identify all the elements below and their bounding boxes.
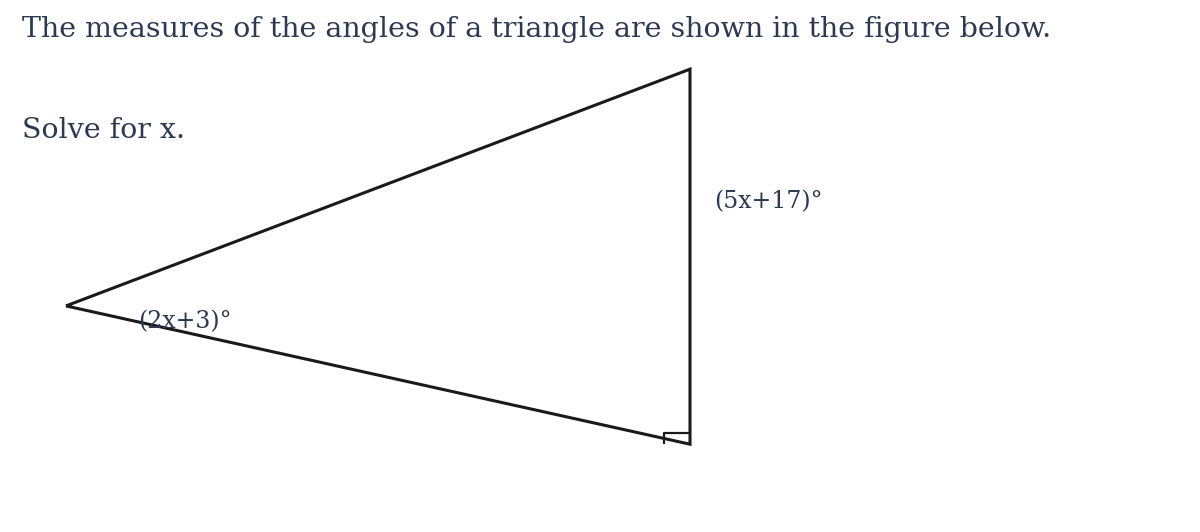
Text: (5x+17)°: (5x+17)° [714,190,822,214]
Text: The measures of the angles of a triangle are shown in the figure below.: The measures of the angles of a triangle… [22,16,1051,43]
Text: (2x+3)°: (2x+3)° [138,310,232,334]
Text: Solve for x.: Solve for x. [22,117,185,144]
